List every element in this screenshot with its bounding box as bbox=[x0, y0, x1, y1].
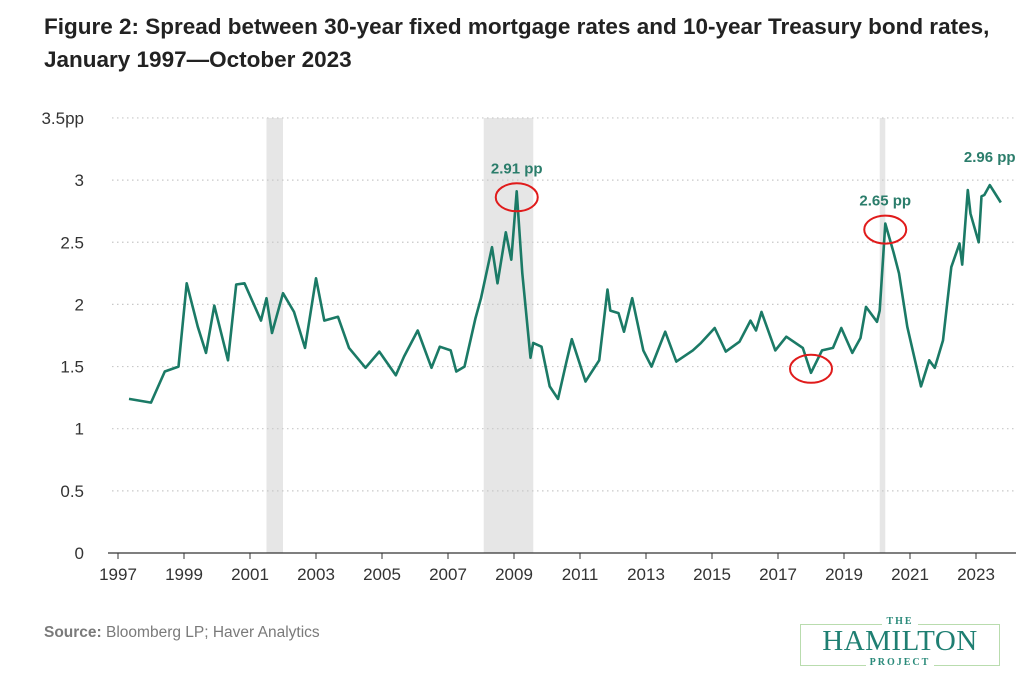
chart-title: Figure 2: Spread between 30-year fixed m… bbox=[44, 14, 990, 72]
y-tick-label: 3.5pp bbox=[41, 109, 84, 128]
x-tick-label: 1999 bbox=[165, 565, 203, 584]
annotation-label: 2.96 pp bbox=[964, 149, 1016, 166]
y-tick-label: 2.5 bbox=[60, 233, 84, 252]
x-tick-label: 2005 bbox=[363, 565, 401, 584]
recession-band bbox=[483, 117, 534, 553]
highlight-circle bbox=[863, 214, 908, 245]
annotations: 2.91 pp 2.65 pp 2.96 pp bbox=[491, 149, 1016, 210]
recession-band bbox=[266, 117, 283, 553]
y-tick-label: 1.5 bbox=[60, 358, 84, 377]
annotation-label: 2.91 pp bbox=[491, 160, 543, 177]
y-tick-label: 2 bbox=[75, 295, 84, 314]
annotation-label: 2.65 pp bbox=[859, 193, 911, 210]
logo-hamilton: HAMILTON bbox=[822, 625, 978, 657]
y-tick-label: 1 bbox=[75, 420, 84, 439]
recession-bands bbox=[266, 117, 886, 553]
highlight-circle bbox=[494, 182, 539, 213]
x-tick-label: 2007 bbox=[429, 565, 467, 584]
logo-project: PROJECT bbox=[865, 657, 935, 668]
source-note: Source: Bloomberg LP; Haver Analytics bbox=[44, 624, 320, 642]
logo-the: THE bbox=[882, 616, 918, 627]
x-axis-ticks: 1997 1999 2001 2003 2005 2007 2009 2011 2013 2015… bbox=[99, 553, 995, 584]
recession-band bbox=[879, 117, 886, 553]
source-label: Source: bbox=[44, 624, 102, 641]
gridlines bbox=[112, 117, 1016, 492]
y-tick-label: 0.5 bbox=[60, 482, 84, 501]
x-tick-label: 2001 bbox=[231, 565, 269, 584]
y-tick-label: 0 bbox=[75, 544, 84, 563]
highlight-circle bbox=[789, 353, 833, 384]
x-tick-label: 2019 bbox=[825, 565, 863, 584]
x-tick-label: 2013 bbox=[627, 565, 665, 584]
x-tick-label: 2015 bbox=[693, 565, 731, 584]
spread-line bbox=[128, 183, 1002, 404]
y-axis-ticks: 0 0.5 1 1.5 2 2.5 3 3.5pp bbox=[41, 109, 84, 563]
hamilton-project-logo: THE HAMILTON PROJECT bbox=[800, 616, 1000, 668]
y-tick-label: 3 bbox=[75, 171, 84, 190]
x-tick-label: 2011 bbox=[562, 565, 599, 584]
source-text: Bloomberg LP; Haver Analytics bbox=[101, 624, 320, 641]
x-tick-label: 2023 bbox=[957, 565, 995, 584]
x-tick-label: 2017 bbox=[759, 565, 797, 584]
x-tick-label: 2021 bbox=[891, 565, 929, 584]
x-tick-label: 2003 bbox=[297, 565, 335, 584]
x-tick-label: 1997 bbox=[99, 565, 137, 584]
highlight-circles bbox=[494, 182, 908, 384]
x-tick-label: 2009 bbox=[495, 565, 533, 584]
